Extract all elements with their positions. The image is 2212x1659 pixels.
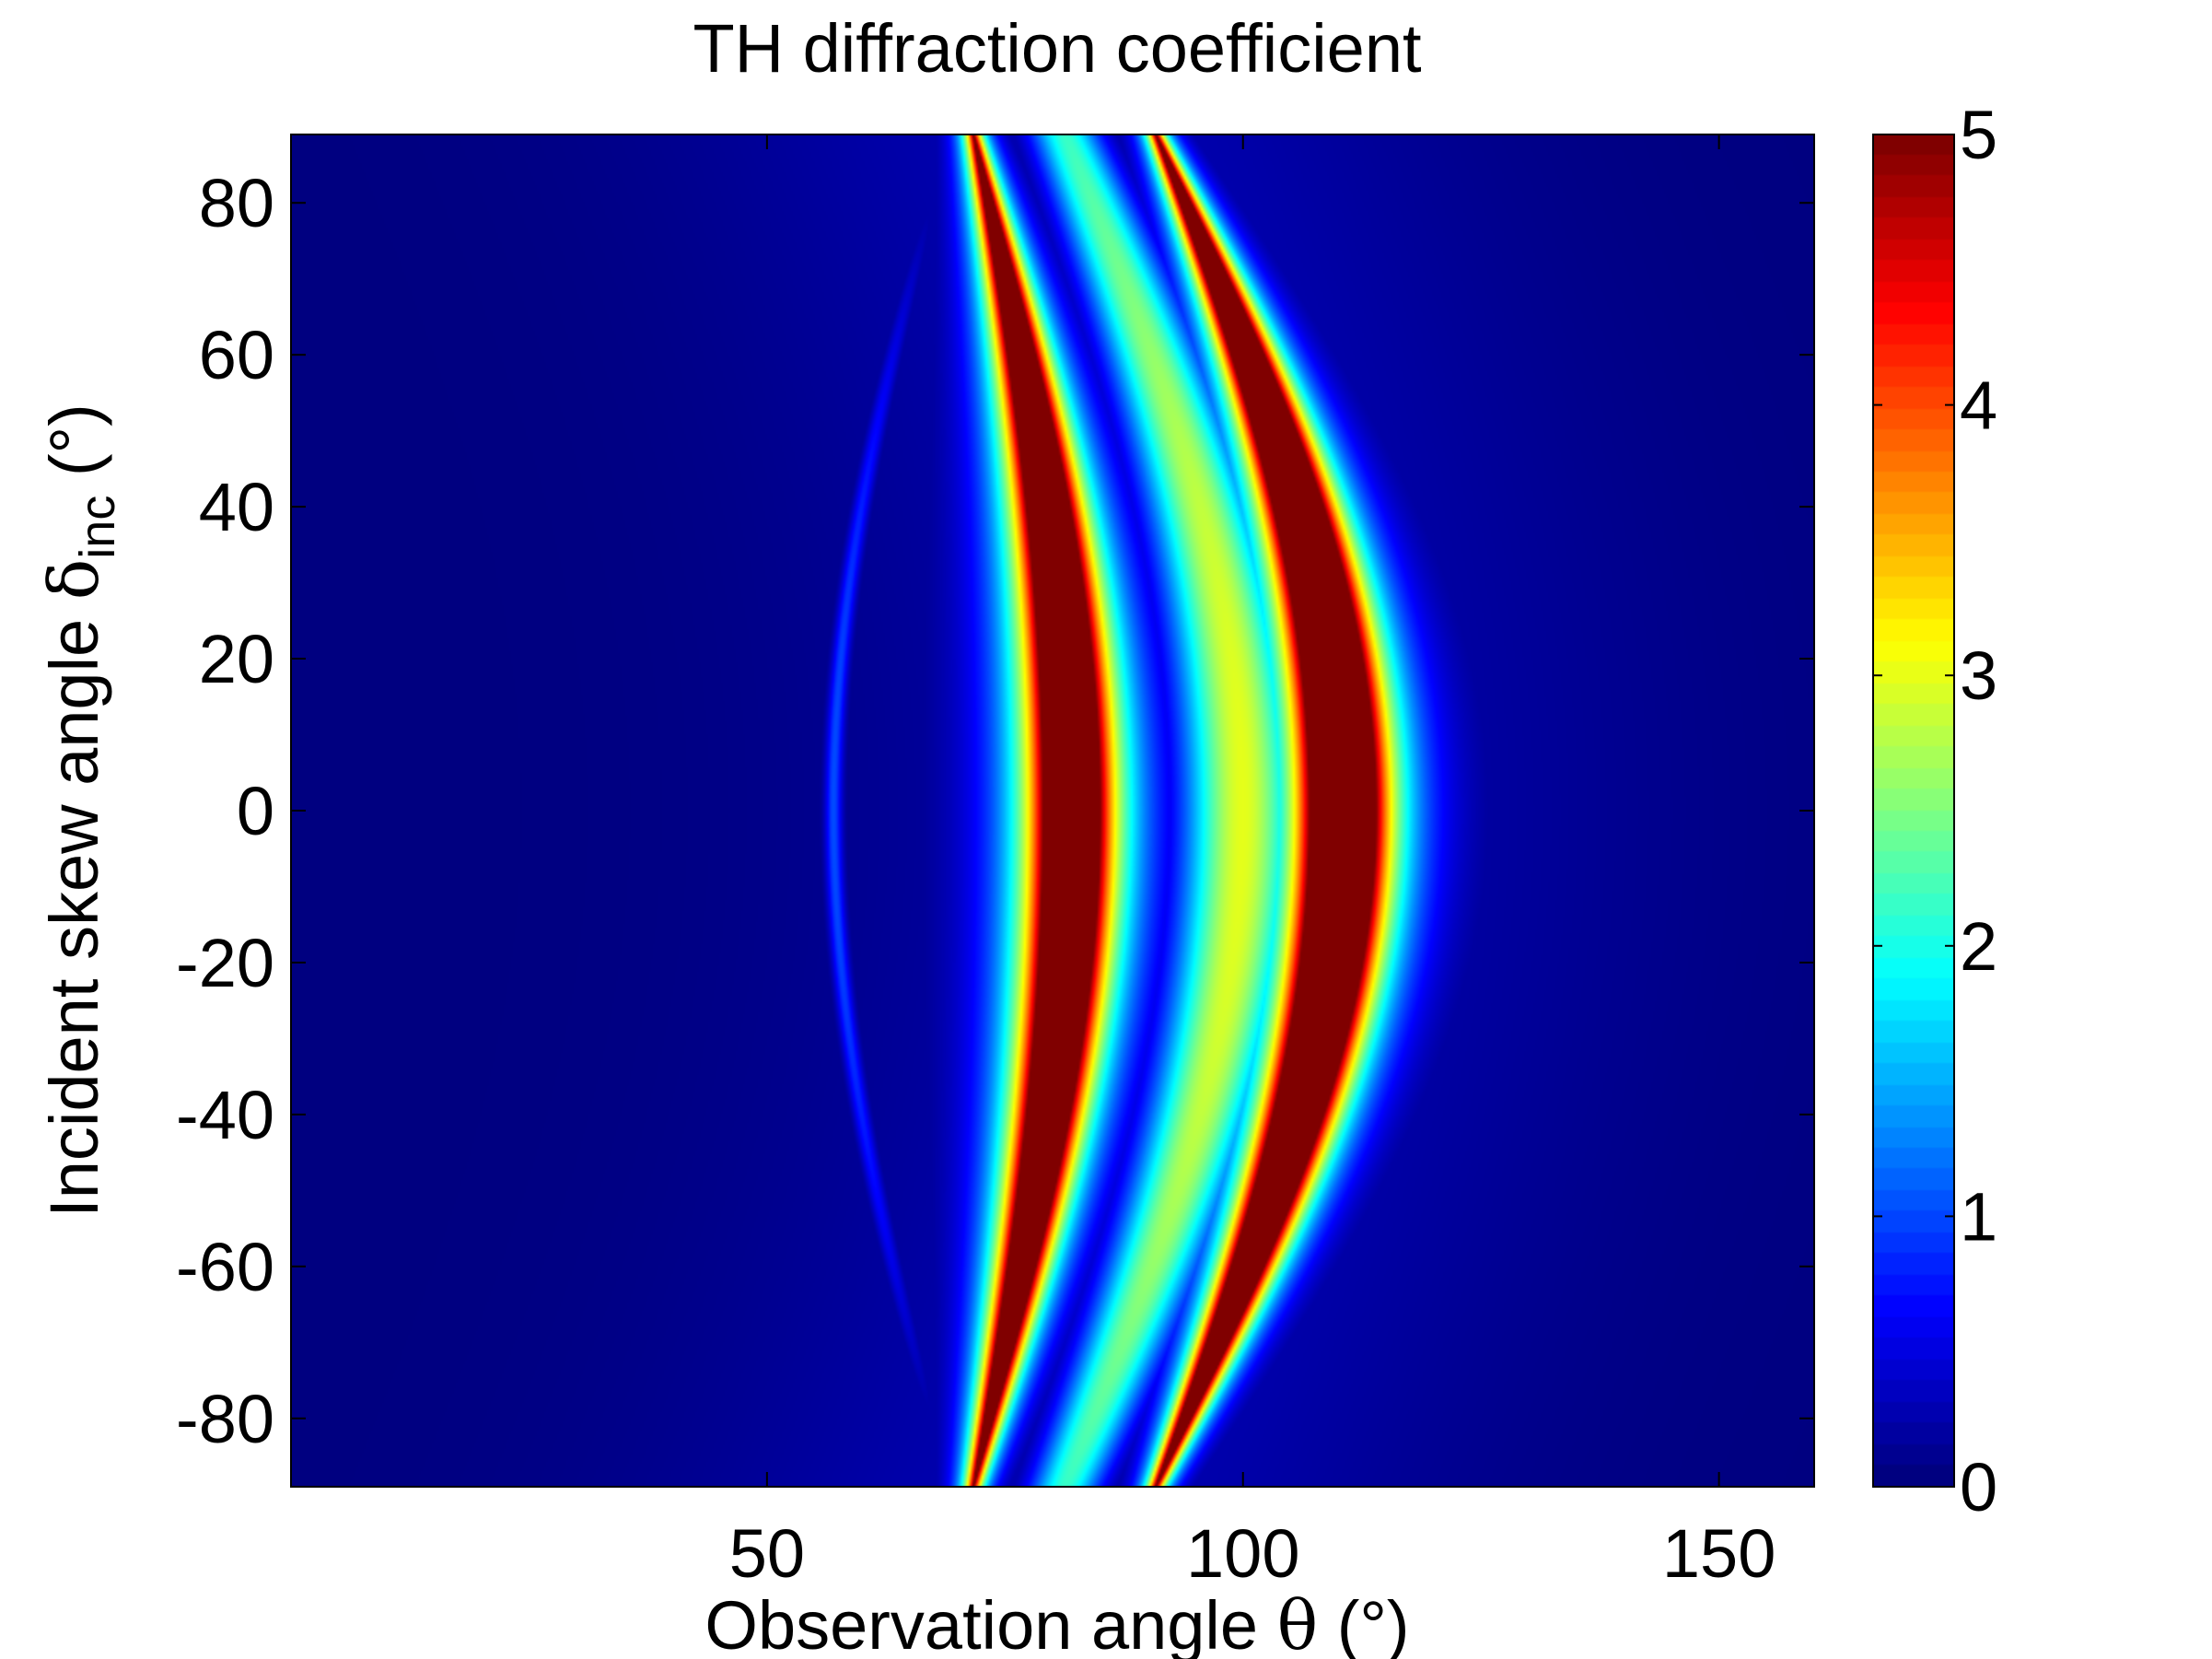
y-tick-label: -40 bbox=[176, 1077, 274, 1153]
colorbar-tick-label: 2 bbox=[1960, 908, 1997, 985]
chart-title: TH diffraction coefficient bbox=[693, 10, 1422, 87]
colorbar-tick-label: 3 bbox=[1960, 637, 1997, 714]
y-tick-label: -60 bbox=[176, 1229, 274, 1305]
heatmap-image bbox=[291, 134, 1814, 1487]
y-axis-ticks: 80 60 40 20 0 -20 -40 -60 -80 bbox=[176, 165, 1814, 1457]
y-tick-label: -80 bbox=[176, 1381, 274, 1457]
x-axis-title-unit: (°) bbox=[1318, 1587, 1409, 1659]
delta-subscript: inc bbox=[70, 496, 125, 559]
theta-symbol: θ bbox=[1277, 1586, 1319, 1659]
y-tick-label: 40 bbox=[199, 469, 274, 545]
colorbar-tick-label: 4 bbox=[1960, 368, 1997, 444]
y-axis-title-text: Incident skew angle bbox=[36, 600, 112, 1218]
y-axis-title: Incident skew angle δinc (°) bbox=[35, 403, 125, 1218]
colorbar-gradient bbox=[1873, 134, 1954, 1487]
colorbar-tick-label: 0 bbox=[1960, 1449, 1997, 1525]
x-axis-title-text: Observation angle bbox=[704, 1587, 1276, 1659]
x-tick-label: 50 bbox=[729, 1515, 805, 1592]
y-tick-label: 0 bbox=[237, 773, 274, 849]
x-tick-label: 150 bbox=[1662, 1515, 1775, 1592]
x-axis-title: Observation angle θ (°) bbox=[704, 1586, 1409, 1659]
y-tick-label: -20 bbox=[176, 925, 274, 1001]
colorbar-ticks: 0 1 2 3 4 5 bbox=[1873, 97, 1997, 1525]
colorbar-frame bbox=[1872, 134, 1955, 1488]
colorbar-tick-label: 5 bbox=[1960, 97, 1997, 173]
y-tick-label: 20 bbox=[199, 621, 274, 697]
x-tick-label: 100 bbox=[1186, 1515, 1299, 1592]
y-tick-label: 60 bbox=[199, 317, 274, 393]
plot-frame bbox=[290, 134, 1815, 1488]
delta-symbol: δ bbox=[35, 559, 114, 601]
x-axis-ticks: 50 100 150 bbox=[729, 134, 1775, 1592]
y-axis-title-unit: (°) bbox=[36, 403, 112, 495]
colorbar-tick-label: 1 bbox=[1960, 1178, 1997, 1255]
y-tick-label: 80 bbox=[199, 165, 274, 241]
